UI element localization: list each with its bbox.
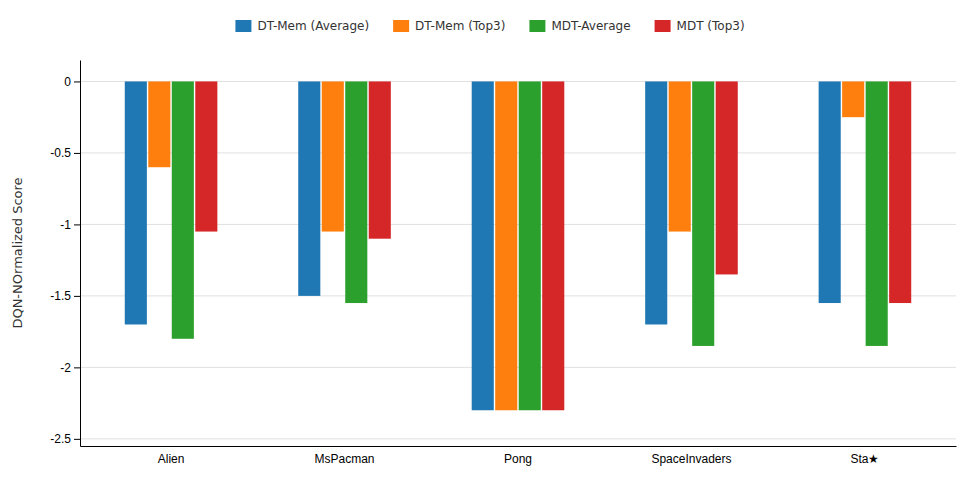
bar [519, 81, 541, 410]
legend-swatch [529, 20, 545, 32]
bar [842, 81, 864, 117]
legend-label: MDT-Average [551, 19, 630, 33]
y-tick-mark [74, 296, 80, 297]
bars [125, 81, 911, 410]
x-tick-label: Sta★ [850, 452, 879, 466]
bar [716, 81, 738, 274]
y-tick-label: -0.5 [50, 146, 71, 160]
legend-swatch [393, 20, 409, 32]
legend-label: MDT (Top3) [677, 19, 745, 33]
x-tick: MsPacman [315, 452, 375, 466]
y-tick: -1 [60, 218, 80, 232]
bar [322, 81, 344, 231]
legend-item: MDT-Average [529, 19, 630, 33]
grid [80, 81, 956, 438]
x-tick-label: Alien [158, 452, 185, 466]
x-tick-label: SpaceInvaders [651, 452, 731, 466]
bar [889, 81, 911, 303]
x-axis: Alien MsPacman Pong SpaceInvaders Sta★ [81, 447, 957, 467]
x-tick: Alien [158, 452, 185, 466]
y-tick-label: -2 [60, 361, 71, 375]
y-tick: -2.5 [50, 432, 80, 446]
y-tick: -1.5 [50, 289, 80, 303]
legend-label: DT-Mem (Average) [257, 19, 369, 33]
legend-label: DT-Mem (Top3) [415, 19, 505, 33]
y-tick-label: -2.5 [50, 432, 71, 446]
legend-swatch [655, 20, 671, 32]
y-tick-mark [74, 153, 80, 154]
y-tick-label: -1.5 [50, 289, 71, 303]
bar [345, 81, 367, 303]
bar [692, 81, 714, 345]
bar-series [172, 81, 888, 410]
x-axis-line [81, 446, 957, 447]
bar [148, 81, 170, 167]
legend-item: DT-Mem (Top3) [393, 19, 505, 33]
y-axis-line [80, 61, 81, 447]
x-tick: SpaceInvaders [651, 452, 731, 466]
y-tick-mark [74, 224, 80, 225]
bar [819, 81, 841, 303]
bar [125, 81, 147, 324]
grid-line [80, 438, 956, 439]
bar [472, 81, 494, 410]
bar [298, 81, 320, 295]
x-tick: Pong [504, 452, 532, 466]
chart: 0 -0.5 -1 -1.5 -2 -2.5 Alien MsPacman Pong SpaceI… [0, 0, 980, 490]
legend: DT-Mem (Average) DT-Mem (Top3) MDT-Average… [235, 19, 744, 33]
y-tick: -2 [60, 361, 80, 375]
bar [369, 81, 391, 238]
x-tick: Sta★ [850, 452, 879, 466]
x-tick-label: Pong [504, 452, 532, 466]
bar [669, 81, 691, 231]
bar-series [148, 81, 864, 410]
y-axis: 0 -0.5 -1 -1.5 -2 -2.5 [50, 61, 80, 447]
grid-line [80, 367, 956, 368]
bar [195, 81, 217, 231]
y-tick-label: -1 [60, 218, 71, 232]
plot: 0 -0.5 -1 -1.5 -2 -2.5 Alien MsPacman Pong SpaceI… [50, 61, 956, 467]
y-tick: -0.5 [50, 146, 80, 160]
bar-series [195, 81, 911, 410]
bar [542, 81, 564, 410]
bar [495, 81, 517, 410]
legend-item: DT-Mem (Average) [235, 19, 369, 33]
legend-item: MDT (Top3) [655, 19, 745, 33]
bar [172, 81, 194, 338]
bar [866, 81, 888, 345]
y-tick-mark [74, 81, 80, 82]
y-tick-label: 0 [64, 75, 71, 89]
y-tick: 0 [64, 75, 80, 89]
bar-series [125, 81, 841, 410]
y-tick-mark [74, 439, 80, 440]
y-tick-mark [74, 367, 80, 368]
x-tick-label: MsPacman [315, 452, 375, 466]
y-axis-title: DQN-NOrmalized Score [10, 177, 25, 328]
legend-swatch [235, 20, 251, 32]
bar [645, 81, 667, 324]
